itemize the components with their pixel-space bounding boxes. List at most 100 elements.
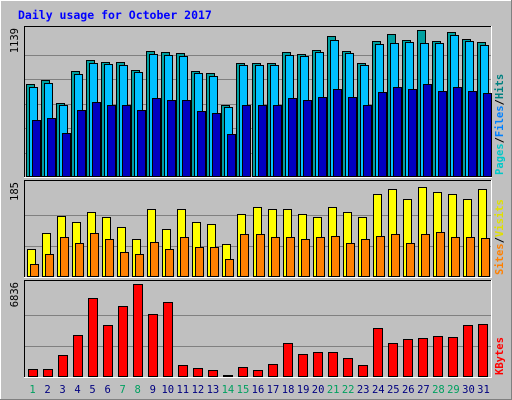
x-tick-label: 12	[192, 384, 205, 396]
bar-kbytes	[268, 364, 278, 377]
bar-kbytes	[223, 375, 233, 377]
x-tick-label: 1	[29, 384, 35, 396]
panel-area	[24, 280, 492, 377]
bar-sites	[30, 264, 39, 277]
bar-pages	[288, 98, 297, 177]
bar-pages	[468, 91, 477, 177]
panel-kbytes: 6836 KBytes	[9, 280, 506, 378]
bar-sites	[481, 238, 490, 277]
bar-pages	[318, 97, 327, 177]
bar-sites	[331, 236, 340, 277]
bar-kbytes	[403, 339, 413, 377]
series-kbytes	[28, 284, 488, 377]
bar-kbytes	[118, 306, 128, 377]
x-tick-label: 8	[135, 384, 141, 396]
legend-label-visits: Visits	[494, 199, 506, 237]
panel-max-label: 1139	[9, 28, 21, 53]
bar-sites	[60, 237, 69, 277]
bar-sites	[391, 234, 400, 277]
bar-pages	[152, 98, 161, 177]
bar-kbytes	[193, 368, 203, 377]
bar-kbytes	[328, 352, 338, 377]
bar-pages	[227, 134, 236, 177]
x-tick-label: 14	[222, 384, 235, 396]
bar-kbytes	[313, 352, 323, 377]
x-tick-label: 3	[59, 384, 65, 396]
bar-pages	[197, 111, 206, 177]
bar-sites	[376, 236, 385, 277]
x-tick-label: 27	[417, 384, 430, 396]
x-tick-label: 28	[432, 384, 445, 396]
bar-kbytes	[433, 336, 443, 377]
panel-visits: 185 Sites/Visits	[9, 180, 506, 278]
bar-sites	[225, 259, 234, 277]
panel-legend: KBytes	[494, 337, 506, 375]
x-tick-label: 29	[447, 384, 460, 396]
x-tick-label: 11	[176, 384, 189, 396]
bar-pages	[303, 100, 312, 177]
bar-sites	[180, 237, 189, 277]
bar-kbytes	[148, 314, 158, 377]
bar-sites	[90, 233, 99, 277]
panel-max-label: 6836	[9, 282, 21, 307]
bar-pages	[258, 105, 267, 177]
bar-pages	[438, 91, 447, 177]
x-tick-label: 9	[150, 384, 156, 396]
bar-pages	[107, 105, 116, 177]
x-tick-label: 30	[462, 384, 475, 396]
bar-pages	[137, 110, 146, 177]
panel-max-label: 185	[9, 182, 21, 201]
bar-kbytes	[133, 284, 143, 377]
x-tick-label: 2	[44, 384, 50, 396]
bar-kbytes	[343, 358, 353, 377]
bar-sites	[120, 252, 129, 277]
legend-separator: /	[494, 237, 506, 243]
bar-pages	[378, 92, 387, 177]
x-tick-label: 5	[89, 384, 95, 396]
bar-sites	[421, 234, 430, 277]
bar-pages	[182, 100, 191, 177]
bar-kbytes	[28, 369, 38, 377]
x-tick-label: 31	[477, 384, 490, 396]
bar-pages	[77, 110, 86, 177]
x-tick-label: 15	[237, 384, 250, 396]
bar-pages	[423, 84, 432, 177]
bar-sites	[361, 239, 370, 277]
x-tick-label: 18	[282, 384, 295, 396]
bar-sites	[165, 249, 174, 277]
bar-pages	[47, 118, 56, 177]
x-tick-label: 25	[387, 384, 400, 396]
chart-panels: 1139Pages/Files/Hits185Sites/Visits6836K…	[9, 26, 506, 378]
bar-sites	[301, 239, 310, 277]
bar-pages	[212, 113, 221, 177]
bar-pages	[483, 93, 492, 177]
x-tick-label: 22	[342, 384, 355, 396]
bar-kbytes	[88, 298, 98, 377]
bar-kbytes	[58, 355, 68, 377]
bar-pages	[408, 89, 417, 177]
bar-sites	[75, 243, 84, 277]
bar-sites	[346, 243, 355, 277]
x-tick-label: 24	[372, 384, 385, 396]
x-tick-label: 23	[357, 384, 370, 396]
bar-pages	[92, 102, 101, 177]
bar-sites	[210, 247, 219, 277]
x-tick-label: 19	[297, 384, 310, 396]
bar-kbytes	[73, 335, 83, 377]
bar-sites	[105, 239, 114, 277]
bar-kbytes	[418, 338, 428, 377]
bar-pages	[122, 105, 131, 177]
legend-label-pages: Pages	[494, 143, 506, 175]
bar-pages	[242, 105, 251, 177]
legend-label-sites: Sites	[494, 243, 506, 275]
x-tick-label: 7	[120, 384, 126, 396]
bar-kbytes	[448, 337, 458, 377]
bar-kbytes	[238, 367, 248, 377]
bar-sites	[316, 237, 325, 277]
legend-label-kbytes: KBytes	[494, 337, 506, 375]
bar-pages	[167, 100, 176, 177]
bar-kbytes	[163, 302, 173, 377]
bar-pages	[363, 105, 372, 177]
bar-kbytes	[208, 370, 218, 377]
bar-sites	[466, 237, 475, 277]
